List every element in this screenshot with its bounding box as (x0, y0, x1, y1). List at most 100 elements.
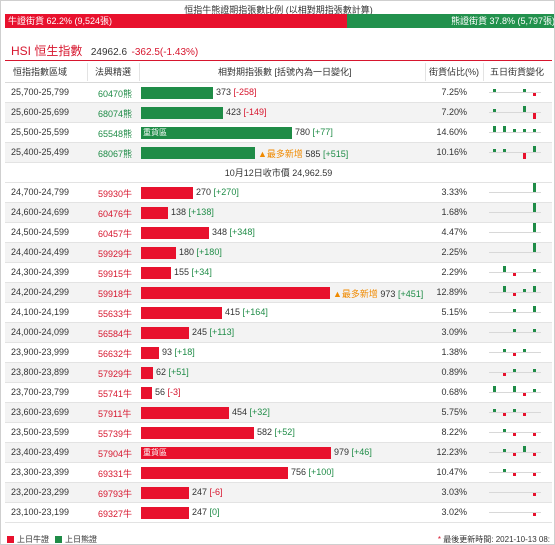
sparkline-bar (523, 106, 526, 112)
warrant-code-link[interactable]: 69793牛 (98, 489, 133, 499)
five-day-sparkline (487, 283, 543, 302)
contracts-bar: 重貨區 (141, 127, 292, 139)
contracts-number: 348 (212, 227, 228, 237)
sparkline-bar (523, 129, 526, 132)
table-row: 25,400-25,499 68067熊 ▲最多新增 585 [+515] 10.16… (5, 143, 552, 163)
sparkline-bar (513, 273, 516, 276)
warrant-code-link[interactable]: 55739牛 (98, 429, 133, 439)
share-percent: 3.03% (441, 487, 467, 497)
table-row: 23,900-23,999 56632牛 93 [+18] 1.38% (5, 343, 552, 363)
header-contracts: 相對期指張數 [括號內為一日變化] (218, 67, 352, 77)
range-cell: 25,500-25,599 (11, 127, 70, 137)
sparkline-baseline (489, 192, 541, 193)
share-percent: 4.47% (441, 227, 467, 237)
sparkline-baseline (489, 272, 541, 273)
sparkline-bar (523, 153, 526, 159)
contracts-value: 62 [+51] (156, 367, 189, 377)
five-day-sparkline (487, 323, 543, 342)
share-percent: 3.02% (441, 507, 467, 517)
daily-change: [+52] (274, 427, 295, 437)
update-text: 最後更新時間: 2021-10-13 08: (443, 535, 550, 544)
warrant-code-link[interactable]: 69331牛 (98, 469, 133, 479)
warrant-code-link[interactable]: 55633牛 (98, 309, 133, 319)
range-cell: 24,400-24,499 (11, 247, 70, 257)
contracts-number: 180 (179, 247, 195, 257)
ratio-bar: 牛證街貨 62.2% (9,524張) 熊證街貨 37.8% (5,797張) (5, 14, 554, 28)
five-day-sparkline (487, 363, 543, 382)
sparkline-bar (503, 286, 506, 292)
ratio-title: 恒指牛熊證期指張數比例 (以相對期指張數計算) (184, 5, 373, 15)
table-row: 25,700-25,799 60470熊 373 [-258] 7.25% (5, 83, 552, 103)
share-percent: 5.15% (441, 307, 467, 317)
contracts-value: 423 [-149] (226, 107, 267, 117)
warrant-code-link[interactable]: 55741牛 (98, 389, 133, 399)
sparkline-bar (523, 349, 526, 352)
range-cell: 23,100-23,199 (11, 507, 70, 517)
contracts-number: 454 (232, 407, 248, 417)
daily-change: [+18] (174, 347, 195, 357)
five-day-sparkline (487, 383, 543, 402)
contracts-bar (141, 487, 189, 499)
sparkline-baseline (489, 232, 541, 233)
contracts-value: 348 [+348] (212, 227, 255, 237)
contracts-number: 582 (257, 427, 273, 437)
table-row: 24,400-24,499 59929牛 180 [+180] 2.25% (5, 243, 552, 263)
warrant-code-link[interactable]: 68067熊 (98, 149, 133, 159)
daily-change: [-6] (209, 487, 223, 497)
sparkline-baseline (489, 112, 541, 113)
sparkline-bar (533, 203, 536, 212)
contracts-value: 780 [+77] (295, 127, 333, 137)
sparkline-bar (493, 109, 496, 112)
contracts-value: ▲最多新增 973 [+451] (333, 287, 423, 300)
table-row: 23,700-23,799 55741牛 56 [-3] 0.68% (5, 383, 552, 403)
contracts-bar (141, 367, 153, 379)
contracts-bar (141, 407, 229, 419)
warrant-code-link[interactable]: 65548熊 (98, 129, 133, 139)
share-percent: 10.47% (436, 467, 467, 477)
warrant-code-link[interactable]: 57911牛 (98, 409, 132, 419)
header-separator (139, 63, 140, 81)
sparkline-bar (523, 89, 526, 92)
sparkline-baseline (489, 392, 541, 393)
warrant-code-link[interactable]: 56632牛 (98, 349, 133, 359)
sparkline-bar (533, 183, 536, 192)
daily-change: [-258] (233, 87, 257, 97)
warrant-code-link[interactable]: 59930牛 (98, 189, 133, 199)
sparkline-baseline (489, 292, 541, 293)
warrant-code-link[interactable]: 60470熊 (98, 89, 133, 99)
contracts-number: 373 (216, 87, 232, 97)
index-name[interactable]: HSI 恒生指數 (11, 44, 83, 58)
contracts-value: 138 [+138] (171, 207, 214, 217)
table-row: 25,500-25,599 65548熊 重貨區 780 [+77] 14.60% (5, 123, 552, 143)
table-row: 23,300-23,399 69331牛 756 [+100] 10.47% (5, 463, 552, 483)
warrant-code-link[interactable]: 59915牛 (98, 269, 133, 279)
daily-change: [+32] (249, 407, 270, 417)
warrant-code-link[interactable]: 69327牛 (98, 509, 133, 519)
warrant-code-link[interactable]: 68074熊 (98, 109, 133, 119)
sparkline-bar (533, 269, 536, 272)
legend-bull-swatch (7, 536, 14, 543)
sparkline-bar (493, 386, 496, 392)
warrant-code-link[interactable]: 60457牛 (98, 229, 133, 239)
share-percent: 3.09% (441, 327, 467, 337)
contracts-bar (141, 427, 254, 439)
contracts-bar: 重貨區 (141, 447, 331, 459)
range-cell: 24,700-24,799 (11, 187, 70, 197)
warrant-code-link[interactable]: 59918牛 (98, 289, 133, 299)
warrant-code-link[interactable]: 59929牛 (98, 249, 133, 259)
sparkline-bar (533, 243, 536, 252)
sparkline-baseline (489, 212, 541, 213)
five-day-sparkline (487, 83, 543, 102)
share-percent: 8.22% (441, 427, 467, 437)
contracts-bar (141, 87, 213, 99)
sparkline-bar (533, 93, 536, 96)
header-five-day: 五日街貨變化 (490, 67, 545, 77)
sparkline-bar (513, 129, 516, 132)
warrant-code-link[interactable]: 60476牛 (98, 209, 133, 219)
contracts-value: 56 [-3] (155, 387, 181, 397)
warrant-code-link[interactable]: 56584牛 (98, 329, 133, 339)
contracts-bar (141, 467, 288, 479)
warrant-code-link[interactable]: 57904牛 (98, 449, 133, 459)
warrant-code-link[interactable]: 57929牛 (98, 369, 133, 379)
sparkline-bar (533, 473, 536, 476)
